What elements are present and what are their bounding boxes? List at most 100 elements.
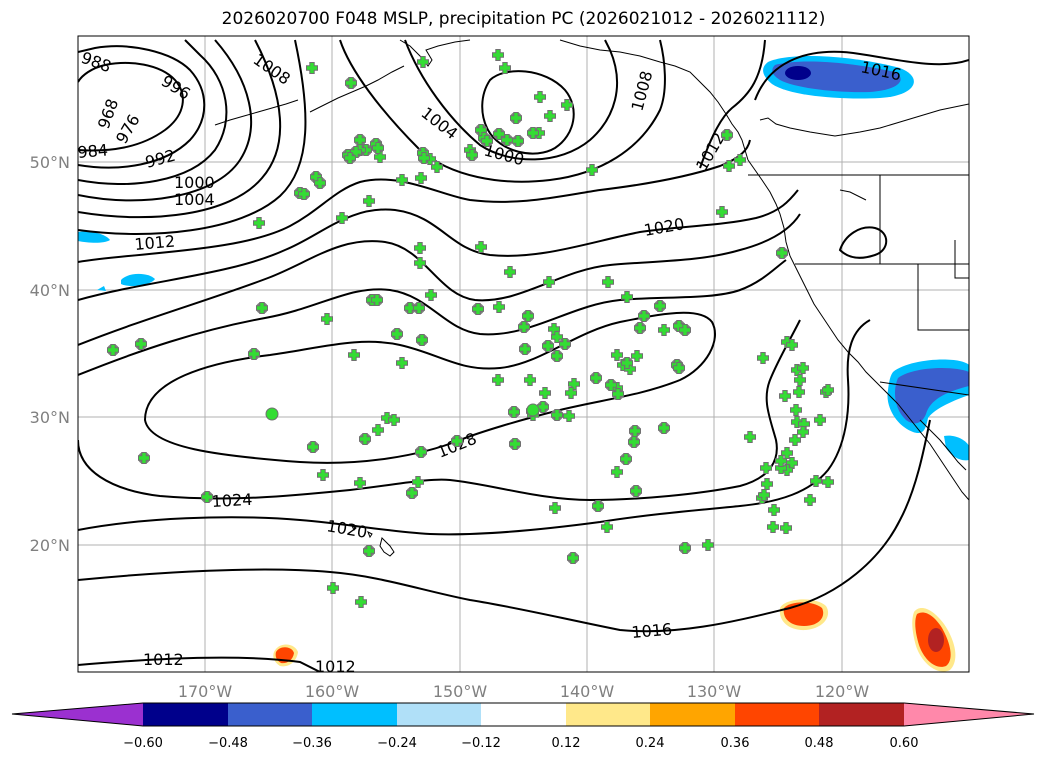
station-plus-marker (702, 539, 714, 551)
island-oahu (350, 524, 357, 531)
station-plus-marker (253, 217, 265, 229)
station-plus-marker (138, 452, 150, 464)
colorbar-segment (650, 703, 735, 726)
station-plus-marker (760, 462, 772, 474)
isobar-1008-north (339, 39, 666, 183)
station-plus-marker (539, 387, 551, 399)
isobar-label: 1012 (134, 232, 176, 254)
station-plus-marker (612, 388, 624, 400)
chart-title: 2026020700 F048 MSLP, precipitation PC (… (221, 9, 826, 29)
station-plus-marker (789, 434, 801, 446)
isobar-1016-north (78, 189, 799, 301)
station-plus-marker (527, 127, 539, 139)
station-plus-marker (628, 436, 640, 448)
station-plus-marker (551, 409, 563, 421)
isobar-label: 1004 (174, 190, 215, 209)
colorbar-tick-label: 0.60 (890, 736, 919, 751)
colorbar-tick-label: 0.24 (636, 736, 665, 751)
station-plus-marker (492, 374, 504, 386)
station-plus-marker (508, 406, 520, 418)
colorbar-tick-label: −0.12 (461, 736, 501, 751)
station-plus-marker (679, 542, 691, 554)
lon-label-140w: 140°W (560, 682, 615, 701)
station-plus-marker (611, 349, 623, 361)
station-plus-marker (543, 276, 555, 288)
station-plus-marker (499, 62, 511, 74)
station-plus-marker (414, 257, 426, 269)
station-plus-marker (679, 324, 691, 336)
station-plus-marker (791, 416, 803, 428)
station-plus-marker (372, 424, 384, 436)
station-plus-marker (501, 134, 513, 146)
station-plus-marker (629, 425, 641, 437)
station-plus-marker (201, 491, 213, 503)
colorbar: −0.60 −0.48 −0.36 −0.24 −0.12 0.12 0.24 … (11, 702, 1035, 751)
lat-label-30n: 30°N (30, 408, 70, 427)
station-plus-marker (794, 374, 806, 386)
station-plus-marker (658, 422, 670, 434)
station-plus-marker (544, 110, 556, 122)
colorbar-extend-low (12, 703, 143, 726)
precip-shading (78, 56, 969, 672)
station-plus-marker (524, 374, 536, 386)
colorbar-segment (397, 703, 481, 726)
station-plus-marker (348, 349, 360, 361)
precip-core-gulf (785, 66, 811, 80)
station-plus-marker (590, 372, 602, 384)
station-plus-marker (822, 384, 834, 396)
station-plus-marker (561, 99, 573, 111)
lon-label-120w: 120°W (815, 682, 870, 701)
station-markers (107, 49, 834, 608)
station-dot-marker (265, 407, 279, 421)
station-plus-marker (350, 146, 362, 158)
station-plus-marker (371, 294, 383, 306)
station-plus-marker (634, 322, 646, 334)
isobar-low-3 (78, 39, 228, 185)
lon-label-150w: 150°W (433, 682, 488, 701)
station-plus-marker (107, 344, 119, 356)
station-plus-marker (344, 152, 356, 164)
coastline-aleutians-east (309, 65, 405, 113)
isobar-1000-north (481, 70, 575, 155)
station-plus-marker (790, 404, 802, 416)
isobar-1000 (78, 39, 282, 219)
colorbar-segment (143, 703, 228, 726)
station-plus-marker (256, 302, 268, 314)
border-state-wa (839, 189, 867, 201)
precip-area-east-1-inner (783, 602, 824, 626)
precip-area-west-1 (78, 231, 110, 243)
station-plus-marker (776, 247, 788, 259)
isobar-label: 1016 (631, 620, 673, 642)
station-plus-marker (493, 301, 505, 313)
station-plus-marker (793, 386, 805, 398)
station-plus-marker (586, 164, 598, 176)
colorbar-tick-label: 0.48 (805, 736, 834, 751)
station-plus-marker (317, 469, 329, 481)
station-plus-marker (388, 414, 400, 426)
station-plus-marker (481, 135, 493, 147)
station-plus-marker (451, 435, 463, 447)
station-plus-marker (374, 151, 386, 163)
station-plus-marker (415, 446, 427, 458)
station-plus-marker (363, 195, 375, 207)
station-plus-marker (406, 487, 418, 499)
political-boundaries (748, 174, 969, 396)
station-plus-marker (542, 340, 554, 352)
lon-label-130w: 130°W (687, 682, 742, 701)
islands (350, 524, 395, 557)
graticule (78, 36, 969, 672)
coastline-alaska-peninsula (399, 39, 471, 67)
station-plus-marker (568, 378, 580, 390)
colorbar-segment (566, 703, 650, 726)
colorbar-segment (819, 703, 904, 726)
station-plus-marker (372, 142, 384, 154)
station-plus-marker (135, 338, 147, 350)
station-plus-marker (381, 412, 393, 424)
station-plus-marker (509, 438, 521, 450)
coastline-west-coast (747, 159, 899, 405)
station-plus-marker (630, 485, 642, 497)
station-plus-marker (534, 91, 546, 103)
station-plus-marker (321, 313, 333, 325)
station-plus-marker (716, 206, 728, 218)
